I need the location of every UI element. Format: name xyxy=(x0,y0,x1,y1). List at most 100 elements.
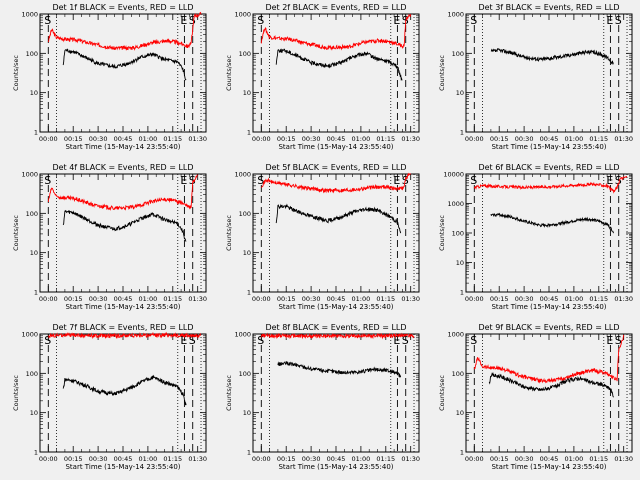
x-tick-label: 00:00 xyxy=(465,135,484,143)
x-tick-label: 00:30 xyxy=(515,295,534,303)
series-line xyxy=(47,11,202,51)
panel-title: Det 2f BLACK = Events, RED = LLD xyxy=(265,3,406,12)
chart-panel-6: Det 6f BLACK = Events, RED = LLD 1 10 100 10… xyxy=(438,163,633,311)
y-tick-label: 1000 xyxy=(447,11,464,19)
x-tick-label: 01:00 xyxy=(565,135,584,143)
x-tick-label: 00:45 xyxy=(114,295,133,303)
plot-frame xyxy=(39,173,207,293)
y-tick-label: 100 xyxy=(26,210,38,218)
x-tick-label: 00:45 xyxy=(327,135,346,143)
chart-panel-1: Det 1f BLACK = Events, RED = LLD 1 10 100 10… xyxy=(12,3,207,151)
series-line xyxy=(473,176,627,194)
y-tick-label: 1000 xyxy=(21,171,38,179)
y-tick-label: 10 xyxy=(243,89,251,97)
y-tick-label: 10000 xyxy=(443,171,464,179)
y-tick-label: 1000 xyxy=(234,171,251,179)
x-tick-label: 00:30 xyxy=(302,295,321,303)
x-tick-label: 00:30 xyxy=(302,135,321,143)
x-tick-label: 00:15 xyxy=(277,295,296,303)
marker-label: S xyxy=(257,334,264,347)
x-tick-label: 01:15 xyxy=(376,455,395,463)
y-tick-label: 100 xyxy=(239,50,251,58)
y-tick-label: 10 xyxy=(243,409,251,417)
marker-label: S xyxy=(402,14,409,27)
x-tick-label: 01:00 xyxy=(139,135,158,143)
y-tick-label: 1000 xyxy=(447,331,464,339)
x-tick-label: 00:45 xyxy=(540,455,559,463)
x-axis-label: Start Time (15-May-14 23:55:40) xyxy=(65,303,180,311)
y-tick-label: 100 xyxy=(26,50,38,58)
x-tick-label: 01:00 xyxy=(352,455,371,463)
y-tick-label: 100 xyxy=(452,370,464,378)
marker-label: S xyxy=(470,14,477,27)
x-tick-label: 01:30 xyxy=(614,455,633,463)
marker-label: S xyxy=(189,174,196,187)
x-tick-label: 01:15 xyxy=(376,295,395,303)
chart-panel-7: Det 7f BLACK = Events, RED = LLD 1 10 100 10… xyxy=(12,323,207,471)
y-tick-label: 1 xyxy=(460,449,464,457)
marker-label: S xyxy=(257,14,264,27)
plot-frame xyxy=(252,333,420,453)
x-tick-label: 00:15 xyxy=(490,295,509,303)
y-tick-label: 1000 xyxy=(447,200,464,208)
y-tick-label: 100 xyxy=(452,50,464,58)
marker-label: S xyxy=(44,14,51,27)
marker-label: E xyxy=(180,174,187,187)
x-tick-label: 01:30 xyxy=(614,135,633,143)
x-tick-label: 01:15 xyxy=(589,295,608,303)
x-tick-label: 00:00 xyxy=(465,295,484,303)
x-tick-label: 01:30 xyxy=(401,135,420,143)
x-tick-label: 00:15 xyxy=(490,455,509,463)
x-tick-label: 01:15 xyxy=(163,455,182,463)
marker-label: E xyxy=(393,14,400,27)
x-tick-label: 00:15 xyxy=(64,455,83,463)
x-tick-label: 01:00 xyxy=(352,295,371,303)
plot-frame xyxy=(252,173,420,293)
x-tick-label: 01:30 xyxy=(614,295,633,303)
x-tick-label: 01:15 xyxy=(163,135,182,143)
plot-frame xyxy=(39,13,207,133)
y-tick-label: 10 xyxy=(243,249,251,257)
series-line xyxy=(260,13,412,51)
series-line xyxy=(473,334,625,384)
marker-label: E xyxy=(180,14,187,27)
y-tick-label: 1000 xyxy=(234,331,251,339)
y-tick-label: 10 xyxy=(456,259,464,267)
y-axis-label: Counts/sec xyxy=(438,375,446,411)
y-tick-label: 10 xyxy=(30,249,38,257)
x-tick-label: 01:30 xyxy=(188,135,207,143)
x-tick-label: 01:30 xyxy=(188,295,207,303)
series-line xyxy=(277,361,402,378)
y-axis-label: Counts/sec xyxy=(12,55,20,91)
x-axis-label: Start Time (15-May-14 23:55:40) xyxy=(278,303,393,311)
x-tick-label: 01:00 xyxy=(565,455,584,463)
panel-title: Det 3f BLACK = Events, RED = LLD xyxy=(478,3,619,12)
marker-label: S xyxy=(615,174,622,187)
x-tick-label: 00:00 xyxy=(39,135,58,143)
y-axis-label: Counts/sec xyxy=(225,215,233,251)
y-axis-label: Counts/sec xyxy=(225,375,233,411)
chart-panel-4: Det 4f BLACK = Events, RED = LLD 1 10 100 10… xyxy=(12,163,207,311)
series-line xyxy=(488,372,614,398)
panel-title: Det 8f BLACK = Events, RED = LLD xyxy=(265,323,406,332)
x-tick-label: 00:45 xyxy=(327,455,346,463)
y-tick-label: 1 xyxy=(34,449,38,457)
y-tick-label: 1 xyxy=(247,449,251,457)
panel-title: Det 4f BLACK = Events, RED = LLD xyxy=(52,163,193,172)
chart-panel-8: Det 8f BLACK = Events, RED = LLD 1 10 100 10… xyxy=(225,323,420,471)
x-tick-label: 00:45 xyxy=(540,295,559,303)
marker-label: S xyxy=(402,334,409,347)
y-axis-label: Counts/sec xyxy=(12,375,20,411)
series-line xyxy=(275,48,403,81)
x-tick-label: 00:15 xyxy=(64,295,83,303)
series-line xyxy=(490,212,615,234)
y-tick-label: 1 xyxy=(34,129,38,137)
y-tick-label: 1000 xyxy=(21,11,38,19)
x-tick-label: 00:00 xyxy=(252,455,271,463)
x-tick-label: 01:15 xyxy=(589,135,608,143)
x-tick-label: 00:15 xyxy=(277,135,296,143)
panel-title: Det 5f BLACK = Events, RED = LLD xyxy=(265,163,406,172)
x-tick-label: 01:30 xyxy=(401,295,420,303)
x-axis-label: Start Time (15-May-14 23:55:40) xyxy=(491,143,606,151)
